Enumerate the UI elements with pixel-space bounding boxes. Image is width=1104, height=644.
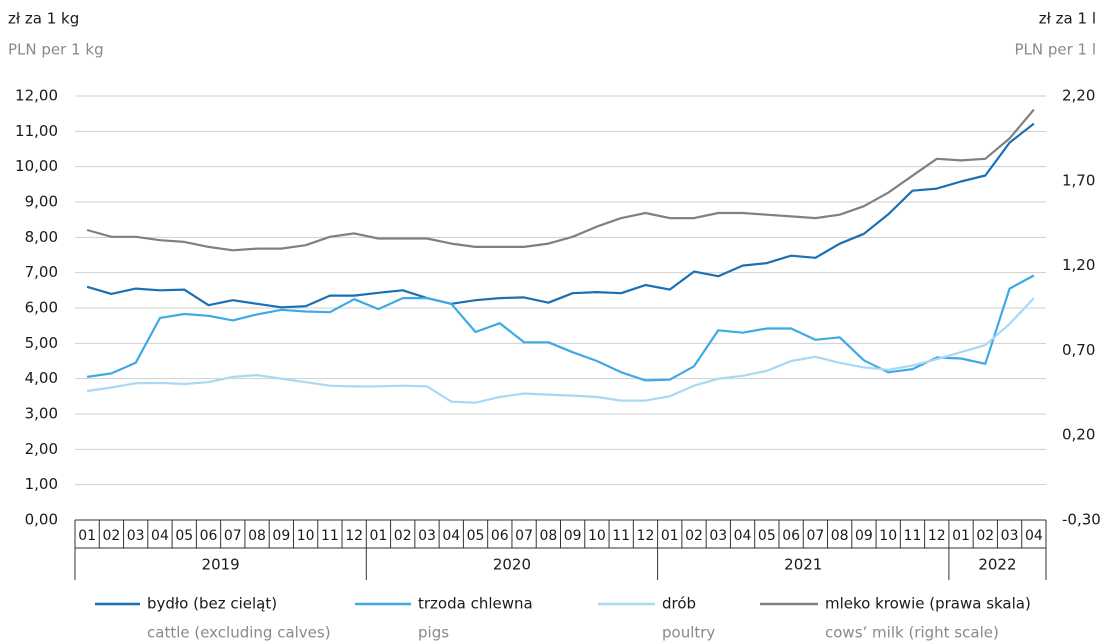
x-tick-label: 05	[758, 528, 776, 544]
y-tick-label: 7,00	[25, 263, 58, 281]
x-tick-label: 09	[855, 528, 873, 544]
x-tick-label: 01	[370, 528, 388, 544]
year-label: 2019	[202, 556, 240, 574]
y-tick-label: 6,00	[25, 299, 58, 317]
x-tick-label: 10	[879, 528, 897, 544]
x-tick-label: 06	[200, 528, 218, 544]
y2-tick-label: 0,70	[1062, 341, 1095, 359]
x-tick-label: 04	[734, 528, 752, 544]
y2-tick-label: 1,20	[1062, 256, 1095, 274]
series-line	[86, 108, 1035, 252]
x-tick-label: 01	[78, 528, 96, 544]
legend-label-en: cows’ milk (right scale)	[825, 624, 999, 642]
y-tick-label: 11,00	[15, 122, 58, 140]
legend-label: drób	[662, 595, 696, 613]
y-tick-label: 8,00	[25, 228, 58, 246]
y-tick-label: 12,00	[15, 87, 58, 105]
y-tick-label: 2,00	[25, 440, 58, 458]
x-tick-label: 03	[127, 528, 145, 544]
y-tick-label: 4,00	[25, 369, 58, 387]
x-tick-label: 09	[272, 528, 290, 544]
y2-tick-label: 0,20	[1062, 426, 1095, 444]
x-tick-label: 07	[515, 528, 533, 544]
x-tick-label: 06	[782, 528, 800, 544]
y2-axis-title: zł za 1 l	[1039, 10, 1096, 28]
legend-label: mleko krowie (prawa skala)	[825, 595, 1031, 613]
x-tick-label: 05	[175, 528, 193, 544]
y2-tick-label: 1,70	[1062, 171, 1095, 189]
x-tick-label: 02	[102, 528, 120, 544]
x-tick-label: 03	[709, 528, 727, 544]
x-tick-label: 09	[564, 528, 582, 544]
x-tick-label: 03	[418, 528, 436, 544]
legend-label-en: cattle (excluding calves)	[147, 624, 331, 642]
y-tick-label: 10,00	[15, 157, 58, 175]
x-tick-label: 08	[539, 528, 557, 544]
y-tick-label: 0,00	[25, 511, 58, 529]
y-axis-title-en: PLN per 1 kg	[8, 41, 104, 59]
x-tick-label: 04	[1025, 528, 1043, 544]
series-line	[86, 122, 1035, 309]
series-line	[86, 297, 1035, 404]
year-label: 2020	[493, 556, 531, 574]
legend-label: bydło (bez cieląt)	[147, 595, 277, 613]
x-tick-label: 04	[442, 528, 460, 544]
x-tick-label: 04	[151, 528, 169, 544]
x-tick-label: 05	[467, 528, 485, 544]
year-label: 2021	[784, 556, 822, 574]
x-tick-label: 10	[588, 528, 606, 544]
y2-axis-title-en: PLN per 1 l	[1014, 41, 1096, 59]
year-label: 2022	[978, 556, 1016, 574]
x-tick-label: 01	[952, 528, 970, 544]
x-tick-label: 12	[928, 528, 946, 544]
y2-tick-label: 2,20	[1062, 87, 1095, 105]
x-tick-label: 08	[248, 528, 266, 544]
legend-label-en: pigs	[418, 624, 449, 642]
x-tick-label: 02	[685, 528, 703, 544]
x-tick-label: 08	[831, 528, 849, 544]
x-tick-label: 02	[976, 528, 994, 544]
x-tick-label: 02	[394, 528, 412, 544]
y2-tick-label: -0,30	[1062, 511, 1101, 529]
y-axis-title: zł za 1 kg	[8, 10, 79, 28]
series-line	[86, 274, 1035, 382]
x-tick-label: 07	[224, 528, 242, 544]
x-tick-label: 01	[661, 528, 679, 544]
x-tick-label: 12	[637, 528, 655, 544]
x-tick-label: 10	[297, 528, 315, 544]
y-tick-label: 9,00	[25, 193, 58, 211]
x-tick-label: 12	[345, 528, 363, 544]
y-tick-label: 5,00	[25, 334, 58, 352]
x-tick-label: 11	[321, 528, 339, 544]
legend-label: trzoda chlewna	[418, 595, 533, 613]
y-tick-label: 3,00	[25, 405, 58, 423]
legend-label-en: poultry	[662, 624, 715, 642]
y-tick-label: 1,00	[25, 475, 58, 493]
x-tick-label: 11	[904, 528, 922, 544]
x-tick-label: 03	[1001, 528, 1019, 544]
x-tick-label: 11	[612, 528, 630, 544]
x-tick-label: 06	[491, 528, 509, 544]
x-tick-label: 07	[806, 528, 824, 544]
